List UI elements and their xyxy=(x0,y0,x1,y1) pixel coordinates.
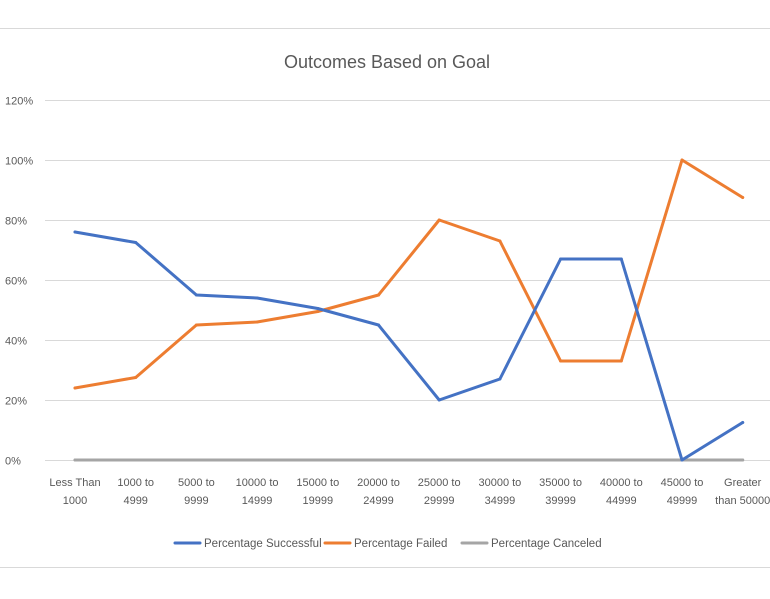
data-point xyxy=(255,320,259,324)
x-tick-label-line: 39999 xyxy=(545,495,576,507)
x-tick-label: 20000 to 24999 xyxy=(357,477,400,507)
data-point xyxy=(134,241,138,244)
data-point xyxy=(377,323,380,327)
x-tick-label: 30000 to 34999 xyxy=(478,477,521,507)
data-point xyxy=(680,158,684,162)
x-tick-label-line: 45000 to xyxy=(661,477,704,489)
data-point xyxy=(255,458,259,462)
gridlines xyxy=(45,100,770,461)
x-tick-label-line: 15000 to xyxy=(296,477,339,489)
x-tick-label-line: 5000 to xyxy=(178,477,215,489)
legend: Percentage Successful Percentage Failed Pe… xyxy=(173,538,602,550)
data-point xyxy=(255,296,259,300)
data-point xyxy=(437,398,441,402)
data-point xyxy=(134,376,138,379)
x-tick-label: 45000 to 49999 xyxy=(661,477,704,507)
y-tick-label: 60% xyxy=(5,276,27,288)
data-point xyxy=(741,421,745,424)
series-line-percentage-successful xyxy=(73,230,745,462)
chart-title: Outcomes Based on Goal xyxy=(284,52,490,72)
data-point xyxy=(194,293,198,297)
legend-item-percentage-canceled: Percentage Canceled xyxy=(460,538,602,550)
x-tick-label-line: 9999 xyxy=(184,495,208,507)
x-tick-label-line: 29999 xyxy=(424,495,455,507)
data-point xyxy=(741,458,745,462)
x-tick-label: 10000 to 14999 xyxy=(236,477,279,507)
x-axis-tick-labels: Less Than 1000 1000 to 4999 5000 to 9999 10000… xyxy=(49,477,770,507)
data-point xyxy=(316,458,320,462)
x-tick-label-line: 10000 to xyxy=(236,477,279,489)
x-tick-label: 15000 to 19999 xyxy=(296,477,339,507)
data-point xyxy=(316,310,320,313)
data-point xyxy=(619,458,623,462)
legend-label: Percentage Successful xyxy=(204,538,322,550)
x-tick-label-line: 19999 xyxy=(303,495,334,507)
x-tick-label-line: 30000 to xyxy=(478,477,521,489)
data-point xyxy=(741,196,745,199)
y-tick-label: 20% xyxy=(5,396,27,408)
data-point xyxy=(619,257,623,261)
data-point xyxy=(194,458,198,462)
x-tick-label: 5000 to 9999 xyxy=(178,477,215,507)
x-tick-label: 35000 to 39999 xyxy=(539,477,582,507)
legend-label: Percentage Canceled xyxy=(491,538,602,550)
x-tick-label: 1000 to 4999 xyxy=(117,477,154,507)
data-point xyxy=(498,458,502,462)
data-point xyxy=(437,218,441,222)
x-tick-label: 40000 to 44999 xyxy=(600,477,643,507)
y-tick-label: 100% xyxy=(5,156,33,168)
data-point xyxy=(73,458,77,462)
data-point xyxy=(559,257,563,261)
x-tick-label-line: 34999 xyxy=(485,495,516,507)
data-point xyxy=(377,293,380,297)
y-tick-label: 120% xyxy=(5,96,33,108)
data-point xyxy=(134,458,138,462)
data-point xyxy=(559,359,563,363)
data-point xyxy=(680,458,684,462)
x-tick-label-line: 14999 xyxy=(242,495,273,507)
x-tick-label-line: 40000 to xyxy=(600,477,643,489)
y-tick-label: 80% xyxy=(5,216,27,228)
data-point xyxy=(498,377,502,381)
x-tick-label-line: 24999 xyxy=(363,495,394,507)
y-axis-tick-labels: 0% 20% 40% 60% 80% 100% 120% xyxy=(5,96,33,468)
legend-item-percentage-successful: Percentage Successful xyxy=(173,538,322,550)
data-point xyxy=(316,307,320,310)
data-point xyxy=(619,359,623,363)
legend-label: Percentage Failed xyxy=(354,538,447,550)
x-tick-label-line: 20000 to xyxy=(357,477,400,489)
data-point xyxy=(73,386,77,390)
x-tick-label-line: than 50000 xyxy=(715,495,770,507)
x-tick-label-line: 25000 to xyxy=(418,477,461,489)
data-point xyxy=(437,458,441,462)
x-tick-label-line: 35000 to xyxy=(539,477,582,489)
data-point xyxy=(194,323,198,327)
data-point xyxy=(498,239,502,243)
x-tick-label-line: 44999 xyxy=(606,495,637,507)
data-point xyxy=(377,458,380,462)
x-tick-label: Greater than 50000 xyxy=(715,477,770,507)
y-tick-label: 40% xyxy=(5,336,27,348)
x-tick-label: Less Than 1000 xyxy=(49,477,100,507)
x-tick-label-line: 1000 to xyxy=(117,477,154,489)
data-point xyxy=(73,230,77,234)
data-point xyxy=(559,458,563,462)
y-tick-label: 0% xyxy=(5,456,21,468)
x-tick-label-line: 1000 xyxy=(63,495,87,507)
series-lines xyxy=(73,158,745,462)
series-line-percentage-failed xyxy=(73,158,745,390)
x-tick-label-line: 4999 xyxy=(123,495,147,507)
x-tick-label: 25000 to 29999 xyxy=(418,477,461,507)
x-tick-label-line: 49999 xyxy=(667,495,698,507)
x-tick-label-line: Less Than xyxy=(49,477,100,489)
legend-item-percentage-failed: Percentage Failed xyxy=(323,538,447,550)
x-tick-label-line: Greater xyxy=(724,477,762,489)
